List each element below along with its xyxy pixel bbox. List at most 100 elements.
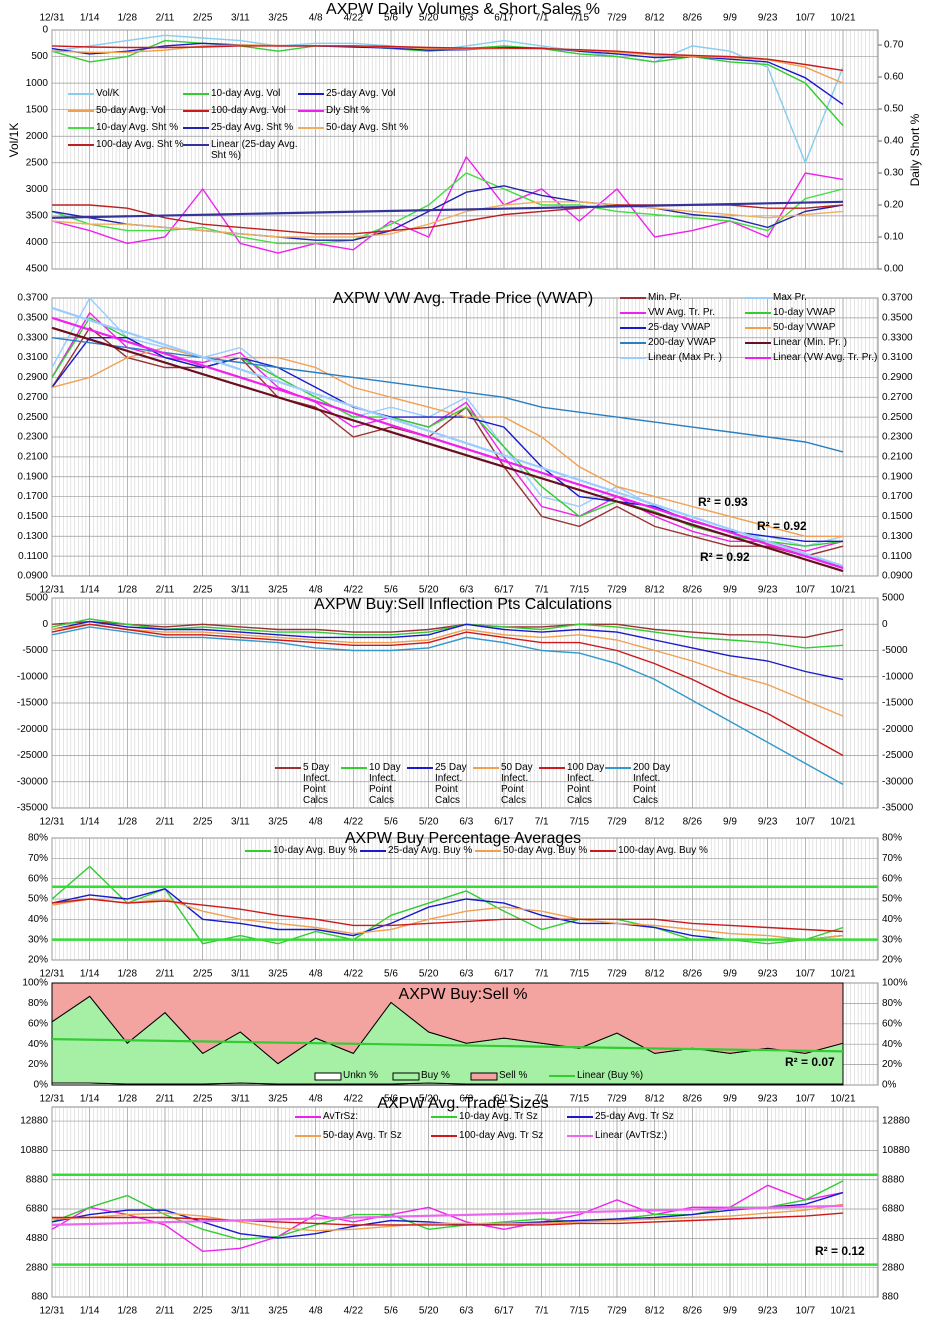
x-tick-label: 10/21: [830, 1094, 855, 1105]
series-line: [51, 42, 844, 105]
y-tick-label: 0.2500: [17, 412, 48, 423]
legend-item: 100-day Avg. Tr Sz: [459, 1130, 543, 1141]
x-tick-label: 7/15: [570, 585, 590, 596]
y-tick-label: 4880: [26, 1233, 49, 1244]
legend-swatch: [470, 1072, 498, 1081]
y-tick-label: 500: [31, 51, 48, 62]
y-tick-label-right: -35000: [882, 803, 914, 814]
x-tick-label: 7/1: [535, 13, 549, 24]
x-tick-label: 4/22: [344, 1094, 364, 1105]
y-tick-label: -20000: [17, 724, 49, 735]
x-tick-label: 5/6: [384, 817, 398, 828]
y-tick-label-right: 100%: [882, 978, 908, 989]
x-tick-label: 3/25: [268, 13, 288, 24]
x-tick-label: 12/31: [39, 817, 64, 828]
x-tick-label: 8/12: [645, 1306, 665, 1317]
x-tick-label: 1/14: [80, 817, 100, 828]
legend-item: 200 Day Infect. Point Calcs: [633, 762, 670, 806]
series-line: [51, 45, 844, 72]
x-tick-label: 3/11: [231, 13, 250, 24]
x-tick-label: 10/7: [796, 969, 816, 980]
legend-item: Linear (Min. Pr. ): [773, 337, 847, 348]
y-tick-label-right: -20000: [882, 724, 914, 735]
legend-item: Linear (VW Avg. Tr. Pr.): [773, 352, 877, 363]
y2-tick-label: 0.00: [884, 264, 904, 275]
annotation: R² = 0.92: [757, 519, 807, 533]
y-tick-label: 40%: [28, 1039, 48, 1050]
y-tick-label-right: 0.2500: [882, 412, 913, 423]
x-tick-label: 5/6: [384, 585, 398, 596]
legend-item: 10-day Avg. Buy %: [273, 845, 357, 856]
y-tick-label-right: 30%: [882, 934, 902, 945]
legend-label: 50-day VWAP: [773, 322, 836, 333]
legend-label: 25-day VWAP: [648, 322, 711, 333]
y-tick-label: 0.3100: [17, 352, 48, 363]
x-tick-label: 7/29: [607, 1306, 627, 1317]
x-tick-label: 8/26: [683, 1094, 703, 1105]
y-tick-label-right: -10000: [882, 671, 914, 682]
legend-item: 25-day Avg. Tr Sz: [595, 1111, 674, 1122]
x-tick-label: 5/20: [419, 1094, 439, 1105]
legend-item: Unkn %: [343, 1070, 379, 1081]
y-tick-label: 30%: [28, 934, 48, 945]
legend-label: 5 Day Infect. Point Calcs: [303, 762, 331, 806]
series-line: [51, 623, 844, 717]
series-line: [51, 626, 844, 786]
legend-label: Linear (Buy %): [577, 1070, 644, 1081]
legend-label: AvTrSz:: [323, 1111, 359, 1122]
y-tick-label: 4000: [26, 237, 49, 248]
legend-label: 100-day Avg. Vol: [211, 105, 286, 116]
legend-item: AvTrSz:: [323, 1111, 359, 1122]
y2-tick-label: 0.20: [884, 200, 904, 211]
y-axis-label: Vol/1K: [7, 123, 21, 158]
series-line: [51, 155, 844, 254]
legend-item: Dly Sht %: [326, 105, 370, 116]
y-tick-label-right: 10880: [882, 1145, 910, 1156]
y-tick-label: 12880: [20, 1116, 48, 1127]
legend-item: Linear (Buy %): [577, 1070, 644, 1081]
x-tick-label: 6/3: [459, 13, 473, 24]
y-tick-label: 60%: [28, 873, 48, 884]
legend-swatch: [314, 1072, 342, 1081]
trend-line: [51, 200, 844, 219]
trend-line: [51, 316, 844, 570]
x-tick-label: 4/22: [344, 585, 364, 596]
legend-item: 100-day Avg. Buy %: [618, 845, 708, 856]
x-tick-label: 9/23: [758, 585, 778, 596]
legend-label: 25-day Avg. Buy %: [388, 845, 473, 856]
legend-item: 50-day Avg. Sht %: [326, 122, 408, 133]
y-tick-label-right: 80%: [882, 833, 902, 844]
legend-label: Unkn %: [343, 1070, 379, 1081]
x-tick-label: 10/21: [830, 1306, 855, 1317]
y-tick-label-right: 0.1700: [882, 491, 913, 502]
y-tick-label: -5000: [22, 645, 48, 656]
series-line: [51, 623, 844, 757]
series-line: [51, 898, 844, 933]
y-tick-label-right: 880: [882, 1292, 899, 1303]
y2-axis-label: Daily Short %: [908, 113, 922, 186]
x-tick-label: 1/28: [118, 1306, 138, 1317]
y-tick-label-right: 40%: [882, 1039, 902, 1050]
y-tick-label: 70%: [28, 853, 48, 864]
legend-label: Linear (Max Pr. ): [648, 352, 722, 363]
x-tick-label: 1/14: [80, 585, 100, 596]
x-tick-label: 4/22: [344, 13, 364, 24]
y2-tick-label: 0.60: [884, 72, 904, 83]
series-line: [51, 618, 844, 649]
y-tick-label-right: 0.1300: [882, 531, 913, 542]
y-tick-label-right: 20%: [882, 955, 902, 966]
y-tick-label: 0: [42, 25, 48, 36]
x-tick-label: 8/26: [683, 1306, 703, 1317]
series-line: [51, 1203, 844, 1232]
y-tick-label-right: 8880: [882, 1174, 905, 1185]
y-tick-label-right: -15000: [882, 698, 914, 709]
y-tick-label-right: -30000: [882, 776, 914, 787]
x-tick-label: 6/17: [494, 817, 514, 828]
y-tick-label: 0.2300: [17, 432, 48, 443]
chart-title: AXPW Avg. Trade Sizes: [377, 1095, 548, 1112]
y-tick-label: -10000: [17, 671, 49, 682]
x-tick-label: 9/23: [758, 1306, 778, 1317]
legend-item: Sell %: [499, 1070, 527, 1081]
x-tick-label: 12/31: [39, 969, 64, 980]
x-tick-label: 2/11: [156, 817, 175, 828]
